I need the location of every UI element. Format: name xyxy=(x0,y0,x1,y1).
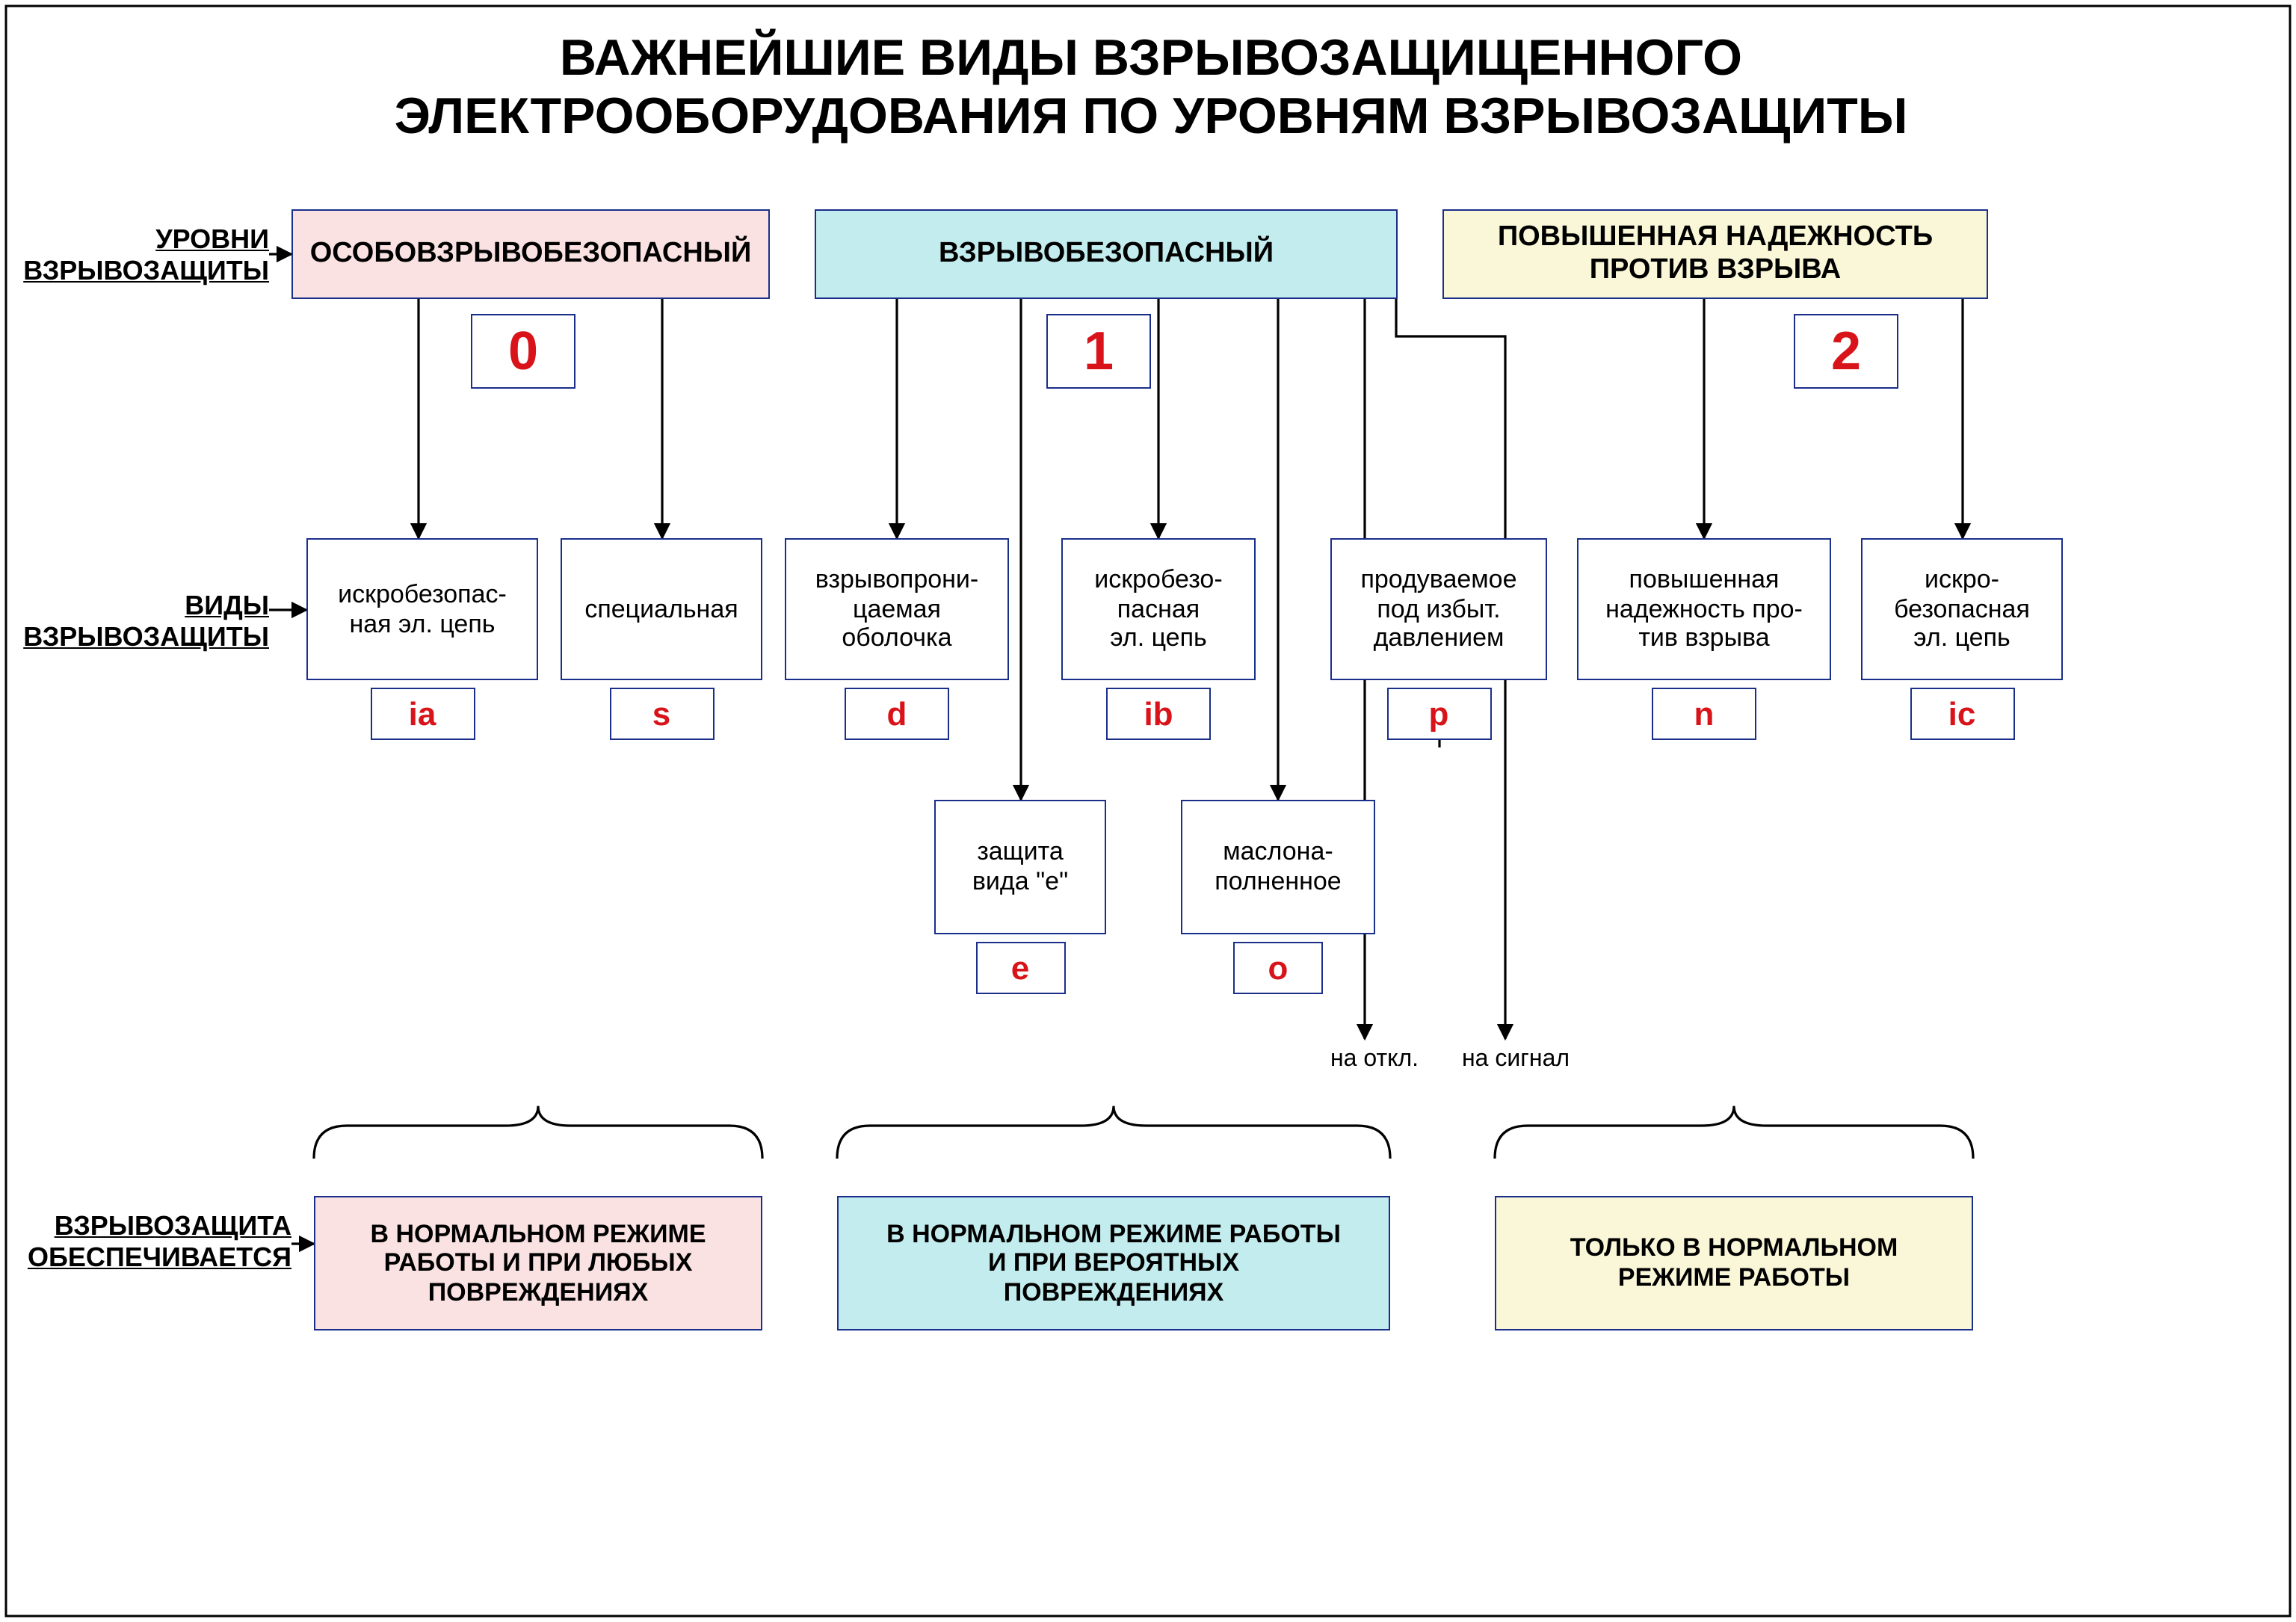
type-code-ia: ia xyxy=(370,688,475,740)
type-code-d: d xyxy=(845,688,949,740)
type-code-s: s xyxy=(609,688,714,740)
brace-E1 xyxy=(837,1106,1390,1159)
level-code-L2: 2 xyxy=(1794,314,1898,389)
type-code-n: n xyxy=(1652,688,1756,740)
type-code-e: e xyxy=(975,942,1065,994)
type-box-o: маслона- полненное xyxy=(1181,800,1375,934)
brace-E0 xyxy=(314,1106,762,1159)
annotation-na_otkl: на откл. xyxy=(1330,1046,1419,1073)
annotation-na_signal: на сигнал xyxy=(1462,1046,1570,1073)
brace-E2 xyxy=(1495,1106,1973,1159)
type-code-ic: ic xyxy=(1910,688,2014,740)
side-label-types: ВИДЫ ВЗРЫВОЗАЩИТЫ xyxy=(15,590,269,653)
ensure-box-E0: В НОРМАЛЬНОМ РЕЖИМЕ РАБОТЫ И ПРИ ЛЮБЫХ П… xyxy=(314,1196,762,1330)
ensure-box-E2: ТОЛЬКО В НОРМАЛЬНОМ РЕЖИМЕ РАБОТЫ xyxy=(1495,1196,1973,1330)
level-code-L0: 0 xyxy=(471,314,575,389)
type-box-d: взрывопрони- цаемая оболочка xyxy=(785,538,1009,680)
level-code-L1: 1 xyxy=(1046,314,1151,389)
diagram-title: ВАЖНЕЙШИЕ ВИДЫ ВЗРЫВОЗАЩИЩЕННОГО ЭЛЕКТРО… xyxy=(194,30,2108,147)
type-box-ia: искробезопас- ная эл. цепь xyxy=(306,538,538,680)
type-code-p: p xyxy=(1386,688,1491,740)
ensure-box-E1: В НОРМАЛЬНОМ РЕЖИМЕ РАБОТЫ И ПРИ ВЕРОЯТН… xyxy=(837,1196,1390,1330)
level-box-L0: ОСОБОВЗРЫВОБЕЗОПАСНЫЙ xyxy=(291,209,770,299)
type-box-p: продуваемое под избыт. давлением xyxy=(1330,538,1547,680)
type-box-ib: искробезо- пасная эл. цепь xyxy=(1061,538,1256,680)
type-box-e: защита вида "е" xyxy=(934,800,1106,934)
level-box-L2: ПОВЫШЕННАЯ НАДЕЖНОСТЬ ПРОТИВ ВЗРЫВА xyxy=(1442,209,1988,299)
type-box-s: специальная xyxy=(561,538,762,680)
side-label-levels: УРОВНИ ВЗРЫВОЗАЩИТЫ xyxy=(15,224,269,286)
type-code-ib: ib xyxy=(1106,688,1211,740)
side-label-ensured: ВЗРЫВОЗАЩИТА ОБЕСПЕЧИВАЕТСЯ xyxy=(15,1211,291,1273)
type-box-n: повышенная надежность про- тив взрыва xyxy=(1577,538,1831,680)
type-box-ic: искро- безопасная эл. цепь xyxy=(1861,538,2063,680)
level-box-L1: ВЗРЫВОБЕЗОПАСНЫЙ xyxy=(815,209,1398,299)
type-code-o: o xyxy=(1233,942,1323,994)
